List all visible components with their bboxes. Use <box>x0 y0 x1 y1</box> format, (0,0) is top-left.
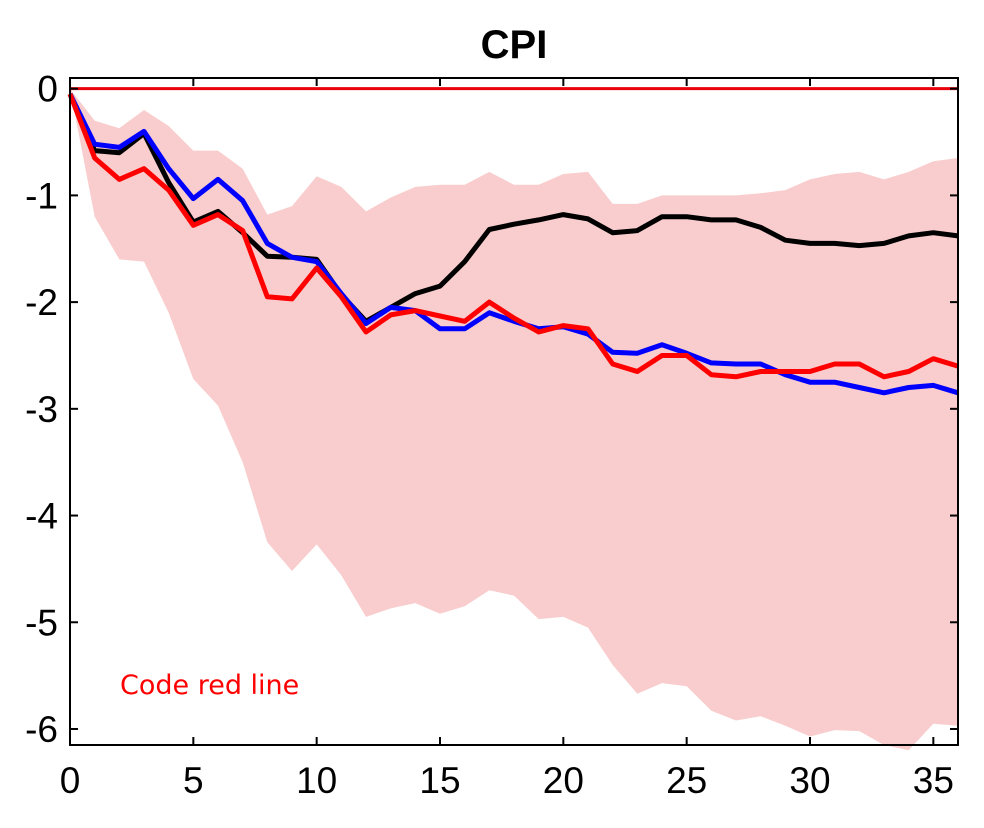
y-tick-label: -6 <box>25 709 58 750</box>
x-tick-label: 35 <box>913 760 954 801</box>
y-tick-label: -4 <box>25 496 58 537</box>
y-tick-label: -2 <box>25 282 58 323</box>
annotation-code-red-line: Code red line <box>120 670 299 701</box>
y-tick-label: 0 <box>37 69 58 110</box>
x-tick-label: 20 <box>543 760 584 801</box>
series-layer <box>67 92 959 396</box>
tick-layer: 0 5 10 15 20 25 30 35 0 -1 -2 -3 -4 -5 -6 <box>25 69 958 801</box>
axes-frame <box>69 77 959 746</box>
x-tick-label: 0 <box>60 760 81 801</box>
x-tick-label: 25 <box>666 760 707 801</box>
chart-title: CPI <box>481 23 548 67</box>
x-tick-label: 15 <box>419 760 460 801</box>
confidence-band <box>70 88 958 751</box>
x-tick-label: 5 <box>183 760 204 801</box>
y-tick-label: -3 <box>25 389 58 430</box>
y-tick-label: -1 <box>25 175 58 216</box>
series-line-blue <box>67 92 959 396</box>
y-tick-label: -5 <box>25 602 58 643</box>
series-line-black <box>67 93 959 324</box>
x-tick-label: 30 <box>789 760 830 801</box>
series-line-red <box>67 93 959 380</box>
x-tick-label: 10 <box>296 760 337 801</box>
confidence-band-layer <box>70 88 958 751</box>
